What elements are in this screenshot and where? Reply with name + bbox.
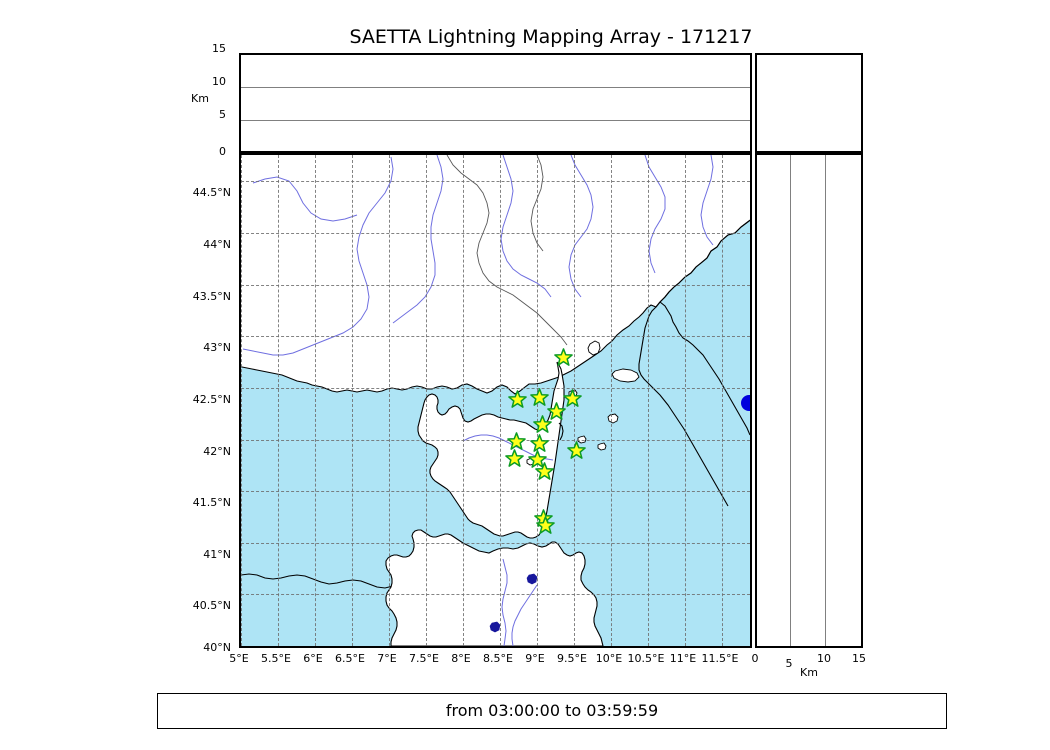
time-range-status-bar[interactable]: from 03:00:00 to 03:59:59 bbox=[157, 693, 947, 729]
tick-top-5: 5 bbox=[219, 108, 226, 121]
graticule-lon-10p5 bbox=[648, 155, 649, 646]
tick-lat-42p5: 42.5°N bbox=[192, 393, 231, 406]
station-marker[interactable] bbox=[529, 387, 549, 407]
graticule-lat-40 bbox=[241, 646, 750, 647]
graticule-lat-41p5 bbox=[241, 491, 750, 492]
graticule-lat-42p5 bbox=[241, 388, 750, 389]
tick-right-5: 5 bbox=[785, 657, 793, 670]
station-marker[interactable] bbox=[535, 515, 555, 535]
tick-lat-43p5: 43.5°N bbox=[192, 290, 231, 303]
tick-top-15: 15 bbox=[212, 42, 226, 55]
axis-label-right-km: Km bbox=[800, 666, 818, 679]
tick-lon-7p5: 7.5°E bbox=[409, 652, 439, 665]
time-range-text: from 03:00:00 to 03:59:59 bbox=[445, 701, 659, 720]
graticule-lon-8p5 bbox=[500, 155, 501, 646]
graticule-lon-5p5 bbox=[278, 155, 279, 646]
panel-corner[interactable] bbox=[755, 53, 863, 153]
tick-lat-41: 41°N bbox=[203, 548, 231, 561]
tick-lon-9: 9°E bbox=[525, 652, 545, 665]
page-title: SAETTA Lightning Mapping Array - 171217 bbox=[349, 26, 753, 48]
tick-top-10: 10 bbox=[212, 75, 226, 88]
tick-lat-40: 40°N bbox=[203, 641, 231, 654]
graticule-lat-44p5 bbox=[241, 181, 750, 182]
tick-lat-42: 42°N bbox=[203, 445, 231, 458]
station-marker[interactable] bbox=[504, 448, 524, 468]
tick-lat-41p5: 41.5°N bbox=[192, 496, 231, 509]
tick-lon-7: 7°E bbox=[377, 652, 397, 665]
tick-lon-6p5: 6.5°E bbox=[335, 652, 365, 665]
tick-lon-6: 6°E bbox=[303, 652, 323, 665]
station-marker[interactable] bbox=[546, 401, 566, 421]
tick-lon-11: 11°E bbox=[669, 652, 697, 665]
graticule-lon-10 bbox=[611, 155, 612, 646]
gridline-5km-right bbox=[790, 155, 791, 646]
map-cartography bbox=[241, 155, 750, 646]
station-marker[interactable] bbox=[527, 449, 547, 469]
panel-height-vs-longitude[interactable] bbox=[239, 53, 752, 153]
tick-lon-9p5: 9.5°E bbox=[557, 652, 587, 665]
station-marker[interactable] bbox=[566, 440, 586, 460]
station-marker[interactable] bbox=[534, 461, 554, 481]
station-marker[interactable] bbox=[529, 433, 549, 453]
graticule-lon-6 bbox=[315, 155, 316, 646]
tick-lat-44: 44°N bbox=[203, 238, 231, 251]
tick-lon-8: 8°E bbox=[451, 652, 471, 665]
graticule-lon-6p5 bbox=[352, 155, 353, 646]
tick-lat-43: 43°N bbox=[203, 341, 231, 354]
graticule-lon-11p5 bbox=[722, 155, 723, 646]
tick-lon-8p5: 8.5°E bbox=[483, 652, 513, 665]
graticule-lon-7p5 bbox=[426, 155, 427, 646]
graticule-lat-42 bbox=[241, 440, 750, 441]
gridline-5km bbox=[241, 120, 750, 121]
graticule-lat-44 bbox=[241, 233, 750, 234]
gridline-10km-right bbox=[825, 155, 826, 646]
station-marker[interactable] bbox=[507, 389, 527, 409]
tick-right-10: 10 bbox=[817, 652, 831, 665]
graticule-lon-7 bbox=[389, 155, 390, 646]
tick-top-0: 0 bbox=[219, 145, 226, 158]
graticule-lat-41 bbox=[241, 543, 750, 544]
tick-lat-40p5: 40.5°N bbox=[192, 599, 231, 612]
graticule-lat-43p5 bbox=[241, 285, 750, 286]
tick-lat-44p5: 44.5°N bbox=[192, 186, 231, 199]
graticule-lat-43 bbox=[241, 336, 750, 337]
gridline-10km bbox=[241, 87, 750, 88]
tick-lon-10p5: 10.5°E bbox=[627, 652, 665, 665]
graticule-lon-8 bbox=[463, 155, 464, 646]
station-marker[interactable] bbox=[532, 414, 552, 434]
axis-label-top-km: Km bbox=[191, 92, 209, 105]
lightning-source-marker[interactable] bbox=[741, 395, 750, 411]
panel-map[interactable] bbox=[239, 153, 752, 648]
tick-lon-5p5: 5.5°E bbox=[261, 652, 291, 665]
tick-lon-11p5: 11.5°E bbox=[701, 652, 739, 665]
tick-right-15: 15 bbox=[852, 652, 866, 665]
tick-lon-10: 10°E bbox=[595, 652, 623, 665]
graticule-lat-40p5 bbox=[241, 594, 750, 595]
station-marker[interactable] bbox=[553, 347, 573, 367]
panel-latitude-vs-height[interactable] bbox=[755, 153, 863, 648]
graticule-lon-5 bbox=[241, 155, 242, 646]
tick-right-0: 0 bbox=[751, 652, 759, 665]
station-marker[interactable] bbox=[562, 388, 582, 408]
station-marker[interactable] bbox=[506, 431, 526, 451]
tick-lon-5: 5°E bbox=[229, 652, 249, 665]
graticule-lon-11 bbox=[685, 155, 686, 646]
